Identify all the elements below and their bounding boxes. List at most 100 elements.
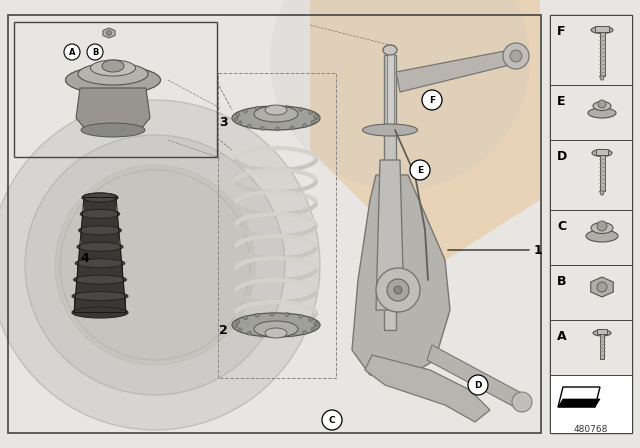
Text: D: D	[474, 380, 482, 389]
Ellipse shape	[72, 292, 128, 301]
Text: C: C	[557, 220, 566, 233]
Polygon shape	[365, 355, 490, 422]
Bar	[600, 32, 605, 76]
Circle shape	[236, 112, 240, 116]
Bar	[550, 265, 632, 320]
Ellipse shape	[592, 150, 612, 156]
Circle shape	[247, 124, 252, 128]
Circle shape	[0, 100, 320, 430]
Circle shape	[314, 322, 317, 325]
Ellipse shape	[76, 258, 125, 268]
Bar	[550, 375, 632, 433]
Circle shape	[598, 100, 606, 108]
Polygon shape	[558, 387, 600, 407]
Circle shape	[503, 43, 529, 69]
Polygon shape	[103, 28, 115, 38]
Circle shape	[255, 106, 259, 110]
Bar	[8, 15, 541, 433]
Circle shape	[234, 324, 238, 328]
Ellipse shape	[102, 60, 124, 72]
Circle shape	[260, 333, 264, 337]
Ellipse shape	[78, 63, 148, 85]
Ellipse shape	[81, 209, 120, 219]
Circle shape	[387, 279, 409, 301]
Circle shape	[55, 165, 255, 365]
Circle shape	[512, 392, 532, 412]
Text: 4: 4	[80, 251, 89, 264]
Polygon shape	[600, 191, 605, 195]
Circle shape	[510, 50, 522, 62]
Bar	[600, 155, 605, 191]
Polygon shape	[79, 247, 121, 263]
Ellipse shape	[83, 193, 117, 202]
Text: 480768: 480768	[574, 425, 608, 434]
Circle shape	[236, 319, 240, 323]
Text: A: A	[68, 47, 76, 56]
Text: F: F	[557, 25, 566, 38]
Text: C: C	[329, 415, 335, 425]
Polygon shape	[600, 76, 605, 80]
Polygon shape	[77, 263, 123, 280]
Ellipse shape	[72, 307, 128, 318]
Bar	[596, 149, 608, 155]
Circle shape	[299, 314, 303, 319]
Ellipse shape	[265, 105, 287, 115]
Text: 2: 2	[219, 323, 228, 336]
Circle shape	[64, 44, 80, 60]
Ellipse shape	[362, 124, 417, 136]
Ellipse shape	[591, 26, 613, 34]
Ellipse shape	[593, 102, 611, 111]
Ellipse shape	[254, 106, 298, 122]
Circle shape	[270, 312, 274, 316]
Circle shape	[106, 30, 111, 35]
Circle shape	[311, 327, 315, 331]
Ellipse shape	[383, 45, 397, 55]
Text: B: B	[92, 47, 98, 56]
Bar	[218, 73, 336, 378]
Bar	[384, 55, 396, 330]
Text: E: E	[557, 95, 566, 108]
Circle shape	[308, 111, 313, 115]
Text: A: A	[557, 330, 566, 343]
Ellipse shape	[265, 328, 287, 338]
Text: 1: 1	[534, 244, 543, 257]
Ellipse shape	[82, 193, 118, 202]
Circle shape	[234, 117, 238, 121]
Polygon shape	[558, 399, 600, 407]
Circle shape	[597, 221, 607, 231]
Bar	[600, 334, 604, 359]
Polygon shape	[74, 296, 126, 313]
Circle shape	[303, 124, 307, 128]
Ellipse shape	[81, 123, 145, 137]
Circle shape	[410, 160, 430, 180]
Bar	[550, 15, 632, 85]
Circle shape	[303, 331, 307, 335]
Bar	[550, 375, 632, 433]
Polygon shape	[310, 0, 540, 270]
Polygon shape	[352, 175, 450, 375]
Polygon shape	[84, 198, 116, 214]
Circle shape	[87, 44, 103, 60]
Bar	[550, 320, 632, 375]
Text: E: E	[417, 165, 423, 175]
Polygon shape	[83, 214, 118, 230]
Circle shape	[314, 323, 318, 327]
Ellipse shape	[232, 106, 320, 130]
Ellipse shape	[90, 60, 136, 76]
Circle shape	[597, 282, 607, 292]
Text: B: B	[557, 275, 566, 288]
Ellipse shape	[588, 108, 616, 118]
Circle shape	[299, 108, 303, 112]
Circle shape	[247, 331, 252, 335]
Ellipse shape	[79, 226, 122, 235]
Text: D: D	[557, 150, 567, 163]
Circle shape	[394, 286, 402, 294]
Ellipse shape	[232, 313, 320, 337]
Circle shape	[285, 312, 289, 316]
Circle shape	[314, 116, 318, 120]
Text: F: F	[429, 95, 435, 104]
Circle shape	[270, 0, 530, 190]
Circle shape	[260, 126, 264, 130]
Bar	[387, 45, 394, 135]
Ellipse shape	[77, 242, 123, 251]
